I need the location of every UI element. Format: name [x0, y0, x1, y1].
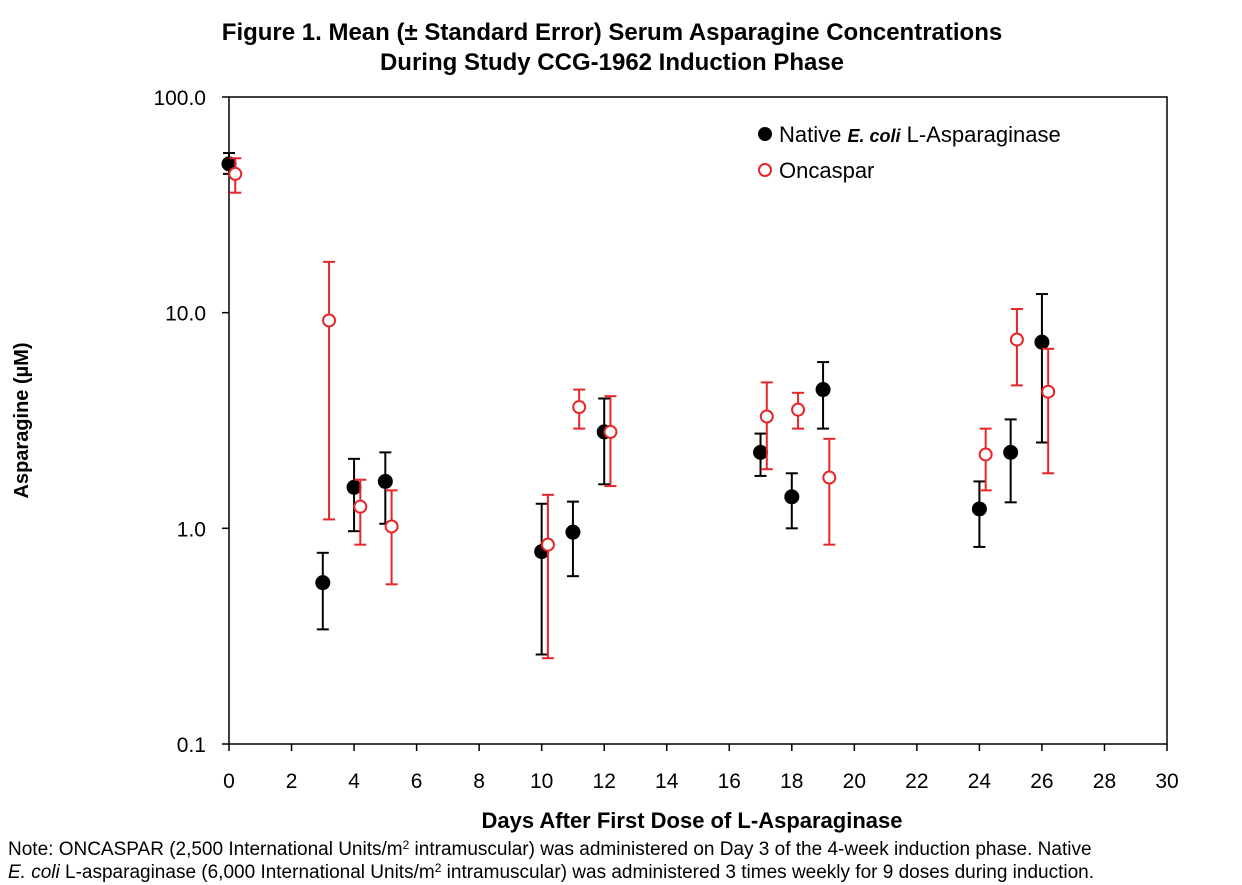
data-point — [815, 382, 831, 398]
legend-label-oncaspar: Oncaspar — [779, 158, 874, 183]
series-oncaspar — [228, 157, 1056, 660]
footnote-sup-1: 2 — [402, 838, 410, 852]
plot-frame — [228, 96, 1168, 745]
data-point — [322, 313, 337, 328]
series-native-e-coli — [221, 151, 1050, 656]
footnote-text-1: Note: ONCASPAR (2,500 International Unit… — [8, 839, 403, 860]
x-tick-label: 20 — [843, 770, 866, 793]
legend-label-part: L-Asparaginase — [901, 122, 1061, 147]
x-tick-label: 18 — [780, 770, 803, 793]
data-point — [228, 166, 243, 181]
x-tick-label: 0 — [223, 770, 235, 793]
data-point — [759, 409, 774, 424]
footnote-text-3: E. coli — [8, 862, 60, 883]
data-point — [822, 470, 837, 485]
footnote-text-4: L-asparaginase (6,000 International Unit… — [59, 862, 435, 883]
data-point — [384, 519, 399, 534]
x-tick-label: 4 — [348, 770, 360, 793]
legend: Native E. coli L-Asparaginase Oncaspar — [758, 122, 1061, 183]
data-point — [791, 402, 806, 417]
x-tick-label: 28 — [1093, 770, 1116, 793]
y-tick-label: 100.0 — [153, 87, 206, 110]
data-point — [377, 473, 393, 489]
data-point — [603, 424, 618, 439]
x-tick-label: 16 — [718, 770, 741, 793]
y-tick-label: 1.0 — [177, 518, 206, 541]
x-tick-label: 24 — [968, 770, 992, 793]
x-tick-label: 12 — [593, 770, 616, 793]
x-tick-label: 30 — [1155, 770, 1178, 793]
data-point — [315, 575, 331, 591]
data-point — [540, 537, 555, 552]
x-tick-label: 10 — [530, 770, 553, 793]
footnote: Note: ONCASPAR (2,500 International Unit… — [8, 838, 1238, 884]
footnote-line1: Note: ONCASPAR (2,500 International Unit… — [8, 838, 1238, 861]
footnote-line2: E. coli L-asparaginase (6,000 Internatio… — [8, 861, 1238, 884]
chart-title: Figure 1. Mean (± Standard Error) Serum … — [0, 18, 1224, 78]
data-point — [1003, 444, 1019, 460]
legend-marker-oncaspar — [758, 163, 772, 177]
x-tick-label: 22 — [905, 770, 928, 793]
data-point — [978, 447, 993, 462]
legend-label-part: E. coli — [847, 126, 901, 146]
x-tick-label: 8 — [473, 770, 485, 793]
x-tick-label: 26 — [1030, 770, 1053, 793]
y-axis-label: Asparagine (µM) — [11, 343, 33, 499]
footnote-text-2: intramuscular) was administered on Day 3… — [409, 839, 1092, 860]
data-point — [1041, 384, 1056, 399]
data-point — [753, 444, 769, 460]
data-point — [346, 479, 362, 495]
data-point — [572, 400, 587, 415]
chart-title-line1: Figure 1. Mean (± Standard Error) Serum … — [221, 19, 1003, 46]
chart-title-line2: During Study CCG-1962 Induction Phase — [379, 49, 845, 76]
footnote-text-5: intramuscular) was administered 3 times … — [441, 862, 1094, 883]
data-point — [784, 489, 800, 505]
data-point — [565, 524, 581, 540]
x-tick-label: 14 — [655, 770, 679, 793]
legend-label-native: Native E. coli L-Asparaginase — [779, 122, 1061, 147]
legend-label-part: Native — [779, 122, 847, 147]
x-tick-label: 2 — [286, 770, 298, 793]
x-axis-label: Days After First Dose of L-Asparaginase — [482, 808, 903, 833]
y-tick-label: 10.0 — [165, 303, 206, 326]
data-point — [1009, 332, 1024, 347]
data-point — [971, 501, 987, 517]
footnote-sup-2: 2 — [434, 861, 442, 875]
data-point — [1034, 334, 1050, 350]
x-tick-label: 6 — [411, 770, 423, 793]
y-tick-label: 0.1 — [177, 734, 206, 757]
asparagine-chart: 0 2 4 6 8 10 12 14 16 18 20 22 24 26 28 300.11.010.0100… — [11, 87, 1179, 833]
legend-marker-native — [758, 127, 772, 141]
data-point — [353, 499, 368, 514]
